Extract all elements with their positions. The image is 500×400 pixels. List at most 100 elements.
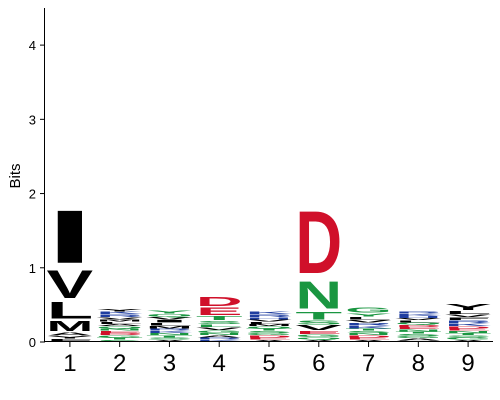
letter-S: S: [445, 335, 492, 338]
letter-V: V: [47, 263, 94, 307]
letter-S: S: [146, 337, 193, 340]
letter-E: E: [345, 337, 392, 340]
letter-R: R: [345, 322, 392, 326]
x-tick-label: 6: [312, 350, 325, 377]
letter-V: V: [395, 318, 442, 321]
x-tick-label: 1: [63, 350, 76, 377]
letter-Q: Q: [295, 337, 342, 340]
letter-R: R: [146, 328, 193, 331]
letter-Q: Q: [146, 313, 193, 317]
letter-V: V: [295, 324, 342, 332]
letter-N: N: [196, 333, 243, 336]
letter-A: A: [146, 339, 193, 342]
letter-K: K: [395, 313, 442, 316]
letter-A: A: [96, 324, 143, 327]
letter-G: G: [395, 336, 442, 339]
letter-T: T: [295, 309, 342, 322]
letter-T: T: [246, 328, 293, 331]
letter-M: M: [146, 325, 193, 329]
letter-A: A: [395, 338, 442, 341]
letter-K: K: [196, 339, 243, 342]
letter-V: V: [196, 327, 243, 331]
letter-S: S: [246, 330, 293, 333]
y-axis-ticks: 0 1 2 3 4: [29, 38, 45, 350]
letter-E: E: [196, 305, 243, 317]
y-tick-label: 4: [29, 38, 36, 53]
letter-L: L: [246, 322, 293, 325]
letter-K: K: [445, 323, 492, 327]
letter-G: G: [96, 335, 143, 338]
letter-K: K: [96, 311, 143, 315]
letter-F: F: [47, 338, 94, 342]
letter-E: E: [295, 330, 342, 335]
letter-stacks: FYAMLVISTGDENQALMVRKYASTNKRMLIVQYKRANGVL…: [47, 191, 492, 342]
letter-E: E: [246, 337, 293, 340]
letter-M: M: [96, 319, 143, 322]
letter-Y: Y: [445, 303, 492, 312]
letter-I: I: [146, 319, 193, 323]
letter-L: L: [96, 322, 143, 325]
letter-R: R: [96, 314, 143, 318]
letter-N: N: [96, 328, 143, 331]
letter-Y: Y: [47, 335, 94, 339]
letter-K: K: [345, 325, 392, 329]
letter-G: G: [196, 329, 243, 333]
letter-A: A: [47, 331, 94, 336]
letter-A: A: [445, 339, 492, 342]
letter-M: M: [246, 324, 293, 327]
letter-Y: Y: [146, 309, 193, 314]
letter-L: L: [445, 310, 492, 315]
y-tick-label: 2: [29, 187, 36, 202]
letter-S: S: [96, 339, 143, 342]
letter-D: D: [445, 326, 492, 329]
letter-G: G: [246, 333, 293, 336]
letter-S: S: [295, 319, 342, 325]
letter-E: E: [445, 328, 492, 331]
letter-R: R: [196, 337, 243, 340]
y-tick-label: 3: [29, 112, 36, 127]
letter-D: D: [96, 333, 143, 336]
letter-D: D: [196, 294, 243, 308]
position-8-stack: PAGSTNEDQLVHKR: [395, 311, 442, 342]
letter-L: L: [345, 316, 392, 320]
y-axis-title: Bits: [7, 163, 24, 188]
letter-K: K: [246, 311, 293, 315]
letter-V: V: [146, 316, 193, 320]
letter-K: K: [146, 330, 193, 333]
letter-D: D: [295, 191, 342, 292]
letter-I: I: [47, 195, 94, 279]
letter-T: T: [345, 328, 392, 331]
letter-V: V: [246, 319, 293, 322]
letter-L: L: [395, 320, 442, 323]
x-tick-label: 7: [362, 350, 375, 377]
y-tick-label: 1: [29, 261, 36, 276]
letter-E: E: [96, 330, 143, 333]
letter-T: T: [96, 337, 143, 340]
x-axis-ticks: 1 2 3 4 5 6 7 8 9: [63, 342, 475, 377]
letter-Q: Q: [246, 326, 293, 329]
letter-N: N: [146, 333, 193, 336]
letter-T: T: [395, 331, 442, 334]
letter-V: V: [345, 319, 392, 323]
letter-D: D: [345, 335, 392, 338]
letter-V: V: [445, 314, 492, 318]
letter-R: R: [246, 314, 293, 318]
letter-S: S: [345, 330, 392, 333]
letter-A: A: [196, 335, 243, 338]
letter-R: R: [395, 311, 442, 314]
letter-G: G: [445, 337, 492, 340]
letter-S: S: [196, 320, 243, 325]
letter-A: A: [246, 339, 293, 342]
x-tick-label: 8: [412, 350, 425, 377]
letter-N: N: [345, 333, 392, 336]
letter-L: L: [196, 324, 243, 328]
y-tick-label: 0: [29, 335, 36, 350]
letter-R: R: [445, 320, 492, 324]
letter-N: N: [295, 274, 342, 317]
